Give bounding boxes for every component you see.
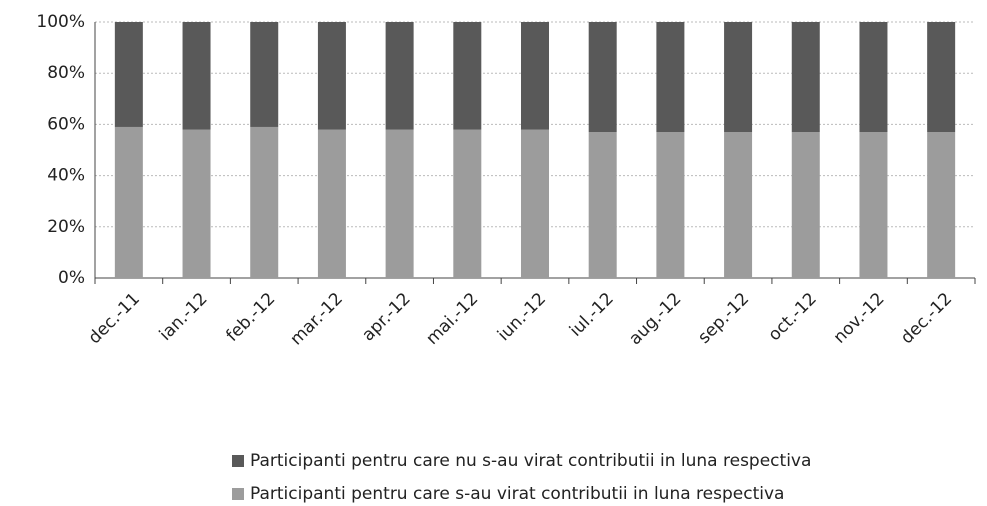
y-tick-label: 60% — [47, 114, 85, 134]
x-tick-label: feb.-12 — [222, 289, 279, 346]
bar-segment — [588, 132, 617, 278]
bar-segment — [182, 22, 211, 130]
x-tick-label: dec.-11 — [85, 289, 144, 348]
x-tick-label: aug.-12 — [625, 289, 685, 349]
bar-segment — [724, 22, 753, 133]
bar-segment — [656, 22, 685, 133]
x-tick-label: nov.-12 — [830, 289, 889, 348]
x-tick-label: mar.-12 — [286, 289, 347, 350]
bar-segment — [791, 132, 820, 278]
x-tick-label: iun.-12 — [494, 289, 550, 345]
bar-segment — [927, 132, 956, 278]
bar-segment — [385, 22, 414, 130]
bar-segment — [927, 22, 956, 133]
x-tick-label: oct.-12 — [765, 289, 821, 345]
bar-segment — [250, 126, 279, 279]
bar-segment — [521, 129, 549, 278]
bar-segment — [859, 22, 888, 133]
bar-segment — [859, 132, 888, 278]
y-tick-label: 20% — [47, 217, 85, 237]
bar-segment — [182, 129, 211, 278]
bar-segment — [114, 22, 143, 127]
bar-segment — [250, 22, 279, 127]
legend-label: Participanti pentru care s-au virat cont… — [250, 484, 784, 504]
x-tick-label: mai.-12 — [422, 289, 482, 349]
x-tick-label: iul.-12 — [566, 289, 618, 341]
bar-segment — [453, 129, 482, 278]
x-tick-label: sep.-12 — [694, 289, 753, 348]
x-tick-label: ian.-12 — [156, 289, 212, 345]
bar-segment — [791, 22, 820, 133]
legend-label: Participanti pentru care nu s-au virat c… — [250, 451, 811, 471]
bar-segment — [317, 129, 346, 278]
bar-segment — [588, 22, 617, 133]
bar-segment — [724, 132, 753, 278]
bar-segment — [521, 22, 549, 130]
y-tick-label: 100% — [36, 12, 85, 32]
x-tick-label: apr.-12 — [358, 289, 414, 345]
bar-segment — [385, 129, 414, 278]
x-tick-label: dec.-12 — [897, 289, 956, 348]
y-tick-label: 40% — [47, 166, 85, 186]
bar-segment — [453, 22, 482, 130]
bar-segment — [114, 126, 143, 279]
y-tick-label: 80% — [47, 63, 85, 83]
legend-swatch — [232, 455, 244, 467]
bar-segment — [317, 22, 346, 130]
y-tick-label: 0% — [58, 268, 85, 288]
bar-segment — [656, 132, 685, 278]
legend-swatch — [232, 488, 244, 500]
